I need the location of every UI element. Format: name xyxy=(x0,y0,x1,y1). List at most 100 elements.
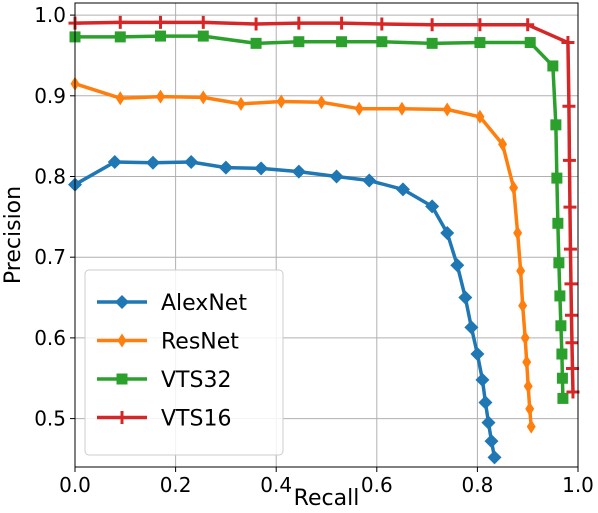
data-point xyxy=(498,137,508,152)
data-point xyxy=(354,101,364,116)
x-tick-label: 0.4 xyxy=(260,473,292,497)
data-point xyxy=(395,182,410,197)
y-tick-label: 0.7 xyxy=(34,245,66,269)
data-point xyxy=(316,95,326,110)
plot-frame xyxy=(74,2,579,468)
data-point xyxy=(557,392,569,404)
legend-label: ResNet xyxy=(161,330,239,355)
data-point xyxy=(397,101,407,116)
data-point xyxy=(522,355,532,370)
data-point xyxy=(440,225,455,240)
series-alexnet xyxy=(68,154,502,465)
data-point xyxy=(154,15,168,29)
data-point xyxy=(115,91,125,106)
data-point xyxy=(484,434,499,449)
data-point xyxy=(426,37,438,49)
y-tick-label: 0.9 xyxy=(34,84,66,108)
y-tick-label: 0.5 xyxy=(34,407,66,431)
legend-item: ResNet xyxy=(97,330,239,355)
legend: AlexNet ResNet VTS32 VTS16 xyxy=(84,269,284,456)
data-point xyxy=(487,450,502,465)
data-point xyxy=(291,164,306,179)
data-point xyxy=(464,320,479,335)
data-point xyxy=(198,90,208,105)
series-vts16 xyxy=(68,15,580,399)
data-point xyxy=(516,263,526,278)
data-point xyxy=(563,200,577,214)
data-point xyxy=(521,18,535,32)
data-point xyxy=(553,257,565,269)
data-point xyxy=(509,180,519,195)
data-point xyxy=(376,36,388,48)
data-point xyxy=(335,16,349,30)
data-point xyxy=(155,30,167,42)
data-point xyxy=(561,36,575,50)
series-resnet xyxy=(70,76,536,434)
data-point xyxy=(442,102,452,117)
data-point xyxy=(293,36,305,48)
data-point xyxy=(550,119,562,131)
data-point xyxy=(481,415,496,430)
data-point xyxy=(475,109,485,124)
data-point xyxy=(156,89,166,104)
legend-marker xyxy=(117,333,127,348)
data-point xyxy=(184,154,199,169)
data-point xyxy=(556,348,568,360)
data-point xyxy=(450,258,465,273)
data-point xyxy=(145,155,160,170)
data-point xyxy=(292,16,306,30)
data-point xyxy=(523,379,533,394)
data-point xyxy=(114,31,126,43)
data-point xyxy=(362,173,377,188)
data-point xyxy=(475,372,490,387)
x-tick-label: 1.0 xyxy=(562,473,594,497)
y-tick-label: 1.0 xyxy=(34,3,66,27)
x-axis-ticks: 0.0 0.2 0.4 0.6 0.8 1.0 xyxy=(59,467,594,497)
y-tick-label: 0.8 xyxy=(34,164,66,188)
data-point xyxy=(113,15,127,29)
legend-box xyxy=(84,269,284,456)
data-point xyxy=(555,320,567,332)
data-point xyxy=(425,199,440,214)
data-point xyxy=(565,336,579,350)
data-point xyxy=(276,94,286,109)
data-point xyxy=(562,99,576,113)
data-point xyxy=(554,290,566,302)
legend-label: VTS16 xyxy=(161,407,231,432)
data-point xyxy=(197,30,209,42)
legend-label: AlexNet xyxy=(161,291,247,316)
data-point xyxy=(425,18,439,32)
data-point xyxy=(525,401,535,416)
y-tick-label: 0.6 xyxy=(34,326,66,350)
data-point xyxy=(375,17,389,31)
data-point xyxy=(564,277,578,291)
y-axis-label: Precision xyxy=(1,186,26,284)
data-point xyxy=(470,347,485,362)
data-point xyxy=(526,419,536,434)
data-point xyxy=(563,242,577,256)
series-layer xyxy=(68,15,580,465)
legend-marker xyxy=(115,411,129,424)
data-point xyxy=(473,18,487,32)
legend-item: VTS32 xyxy=(97,368,231,393)
data-point xyxy=(556,372,568,384)
data-point xyxy=(478,395,493,410)
data-point xyxy=(566,385,580,399)
data-point xyxy=(518,298,528,313)
legend-marker xyxy=(115,295,129,309)
legend-label: VTS32 xyxy=(161,368,231,393)
data-point xyxy=(336,36,348,48)
data-point xyxy=(520,330,530,345)
data-point xyxy=(107,154,122,169)
data-point xyxy=(547,60,559,72)
data-point xyxy=(552,217,564,229)
data-point xyxy=(458,290,473,305)
data-point xyxy=(513,225,523,240)
data-point xyxy=(196,15,210,29)
legend-marker xyxy=(116,373,128,385)
data-point xyxy=(250,37,262,49)
x-axis-label: Recall xyxy=(294,486,360,511)
data-point xyxy=(329,169,344,184)
x-tick-label: 0.6 xyxy=(361,473,393,497)
